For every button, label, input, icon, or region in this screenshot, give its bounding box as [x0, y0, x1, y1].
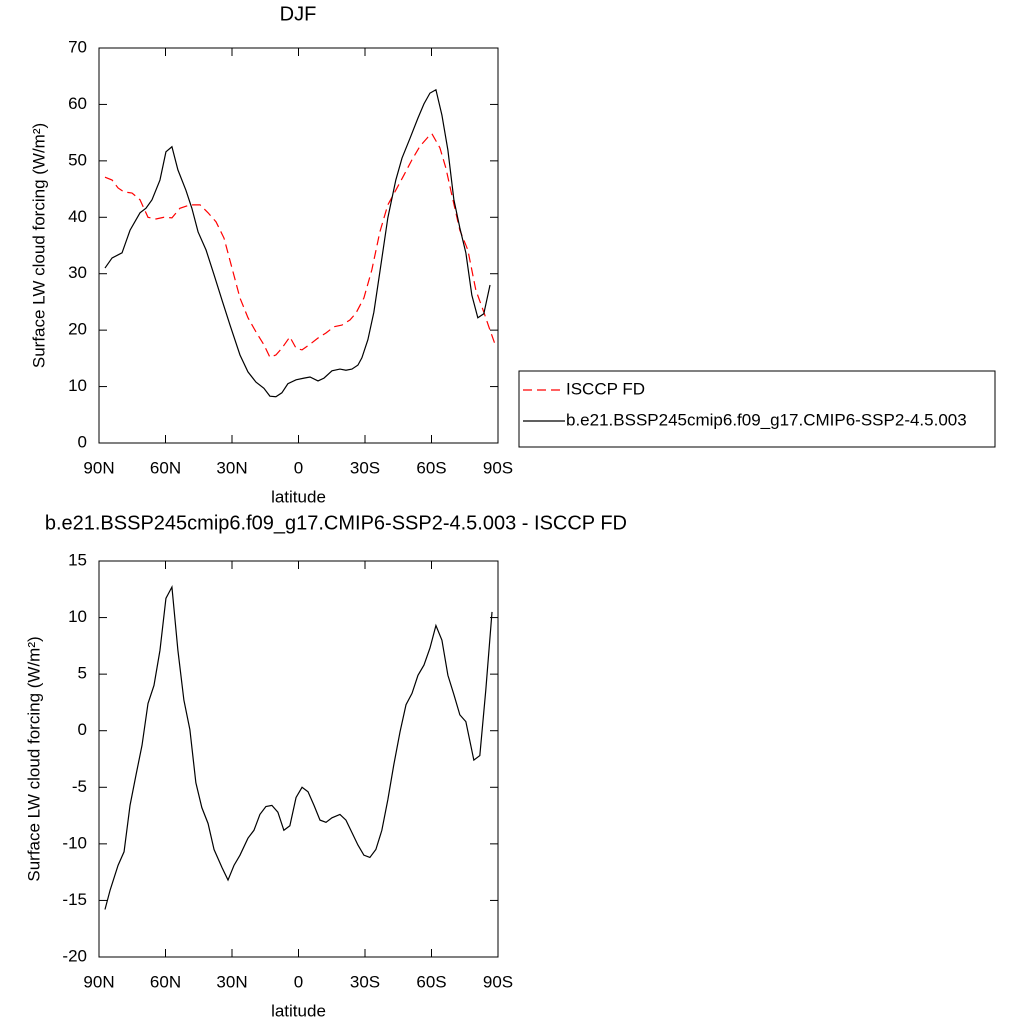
- chart-title: b.e21.BSSP245cmip6.f09_g17.CMIP6-SSP2-4.…: [45, 512, 627, 534]
- x-tick-label: 30S: [350, 972, 380, 991]
- legend-label: b.e21.BSSP245cmip6.f09_g17.CMIP6-SSP2-4.…: [566, 410, 967, 429]
- y-tick-label: 15: [68, 550, 87, 569]
- x-tick-label: 60N: [150, 972, 181, 991]
- x-tick-label: 60N: [150, 458, 181, 477]
- y-tick-label: 0: [78, 720, 87, 739]
- y-tick-label: 10: [68, 376, 87, 395]
- x-tick-label: 60S: [416, 458, 446, 477]
- y-tick-label: 40: [68, 207, 87, 226]
- x-tick-label: 30S: [350, 458, 380, 477]
- y-tick-label: -15: [62, 890, 87, 909]
- data-line: [104, 132, 497, 358]
- x-tick-label: 30N: [216, 972, 247, 991]
- y-tick-label: -10: [62, 833, 87, 852]
- x-tick-label: 90N: [83, 972, 114, 991]
- y-axis-label: Surface LW cloud forcing (W/m²): [29, 123, 48, 368]
- x-tick-label: 60S: [416, 972, 446, 991]
- legend-box: [518, 370, 996, 448]
- legend-label: ISCCP FD: [566, 379, 645, 398]
- y-tick-label: -20: [62, 946, 87, 965]
- y-tick-label: 10: [68, 607, 87, 626]
- data-line: [104, 584, 493, 910]
- y-tick-label: 30: [68, 263, 87, 282]
- y-tick-label: 60: [68, 94, 87, 113]
- y-axis-label: Surface LW cloud forcing (W/m²): [24, 636, 43, 881]
- x-tick-label: 0: [294, 458, 303, 477]
- y-tick-label: 50: [68, 150, 87, 169]
- y-tick-label: 5: [78, 664, 87, 683]
- chart-title: DJF: [280, 3, 317, 25]
- x-axis-label: latitude: [271, 1001, 326, 1020]
- plot-frame: [98, 560, 499, 958]
- y-tick-label: -5: [72, 777, 87, 796]
- x-tick-label: 90S: [483, 972, 513, 991]
- plot-frame: [98, 47, 499, 444]
- x-axis-label: latitude: [271, 487, 326, 506]
- y-tick-label: 0: [78, 432, 87, 451]
- y-tick-label: 20: [68, 320, 87, 339]
- x-tick-label: 90N: [83, 458, 114, 477]
- x-tick-label: 0: [294, 972, 303, 991]
- x-tick-label: 30N: [216, 458, 247, 477]
- y-tick-label: 70: [68, 37, 87, 56]
- data-line: [104, 88, 491, 398]
- x-tick-label: 90S: [483, 458, 513, 477]
